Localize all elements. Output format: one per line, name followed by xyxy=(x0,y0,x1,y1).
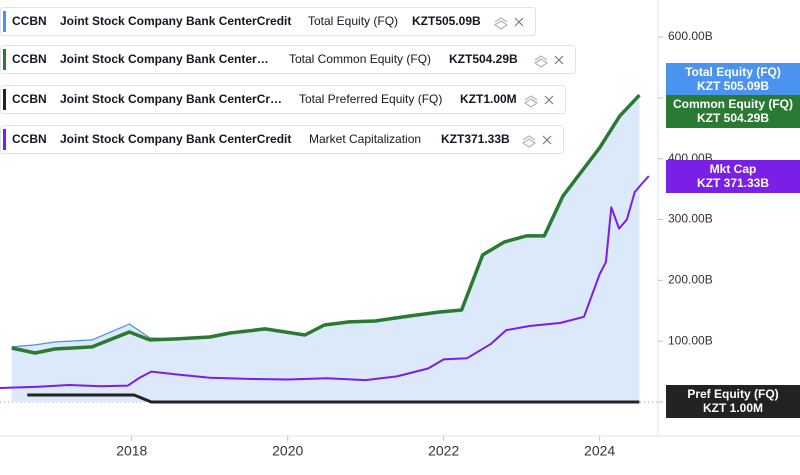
legend-symbol: CCBN xyxy=(12,92,47,106)
end-label-name: Pref Equity (FQ) xyxy=(687,387,778,401)
legend-name: Total Preferred Equity (FQ) xyxy=(299,92,442,106)
legend-close[interactable] xyxy=(514,17,524,27)
end-label-box xyxy=(666,63,800,96)
x-tick-label: 2024 xyxy=(584,443,615,459)
x-tick-label: 2022 xyxy=(428,443,459,459)
legend-value: KZT505.09B xyxy=(412,14,481,28)
end-label-value: KZT 371.33B xyxy=(697,176,769,190)
legend-icon xyxy=(493,17,509,30)
legend-item: CCBN Joint Stock Company Bank CenterCredi… xyxy=(0,125,564,154)
legend-symbol: CCBN xyxy=(12,52,47,66)
legend-item: CCBN Joint Stock Company Bank CenterCredi… xyxy=(0,7,536,36)
legend-swatch xyxy=(3,89,6,110)
y-tick-label: 100.00B xyxy=(668,333,713,347)
end-label-value: KZT 504.29B xyxy=(697,111,769,125)
legend-value: KZT504.29B xyxy=(449,52,518,66)
legend-symbol: CCBN xyxy=(12,14,47,28)
line xyxy=(11,93,641,355)
end-label-value: KZT 1.00M xyxy=(703,401,763,415)
legend-company: Joint Stock Company Bank CenterCredit xyxy=(60,14,291,28)
legend-item: CCBN Joint Stock Company Bank CenterCr… To… xyxy=(0,85,566,114)
legend-value: KZT1.00M xyxy=(460,92,517,106)
end-label-box xyxy=(666,385,800,418)
end-label-name: Mkt Cap xyxy=(710,162,757,176)
legend-close[interactable] xyxy=(542,135,552,145)
legend-box xyxy=(0,7,536,36)
legend-box xyxy=(0,125,564,154)
legend-swatch xyxy=(3,49,6,70)
legend-box xyxy=(0,45,576,74)
legend-close[interactable] xyxy=(554,55,564,65)
end-label-name: Common Equity (FQ) xyxy=(673,97,793,111)
legend-item: CCBN Joint Stock Company Bank Center… Tota… xyxy=(0,45,576,74)
line xyxy=(0,175,650,389)
legend-close[interactable] xyxy=(544,95,554,105)
legend-company: Joint Stock Company Bank CenterCredit xyxy=(60,132,291,146)
y-tick-label: 600.00B xyxy=(668,29,713,43)
y-tick-label: 200.00B xyxy=(668,273,713,287)
legend-name: Market Capitalization xyxy=(309,132,421,146)
legend-icon xyxy=(533,55,549,68)
end-label-name: Total Equity (FQ) xyxy=(685,65,781,79)
legend-value: KZT371.33B xyxy=(441,132,510,146)
y-tick-label: 300.00B xyxy=(668,212,713,226)
legend-company: Joint Stock Company Bank CenterCr… xyxy=(60,92,282,106)
legend-icon xyxy=(521,135,537,148)
line xyxy=(27,393,640,404)
end-label-box xyxy=(666,95,800,128)
area xyxy=(11,94,640,402)
legend-name: Total Equity (FQ) xyxy=(308,14,398,28)
end-label-box xyxy=(666,160,800,193)
legend-box xyxy=(0,85,566,114)
legend-company: Joint Stock Company Bank Center… xyxy=(60,52,269,66)
legend-swatch xyxy=(3,129,6,150)
legend-swatch xyxy=(3,11,6,32)
x-tick-label: 2020 xyxy=(272,443,303,459)
x-tick-label: 2018 xyxy=(116,443,147,459)
end-label-value: KZT 505.09B xyxy=(697,79,769,93)
legend-icon xyxy=(523,95,539,108)
legend-symbol: CCBN xyxy=(12,132,47,146)
legend-name: Total Common Equity (FQ) xyxy=(289,52,431,66)
